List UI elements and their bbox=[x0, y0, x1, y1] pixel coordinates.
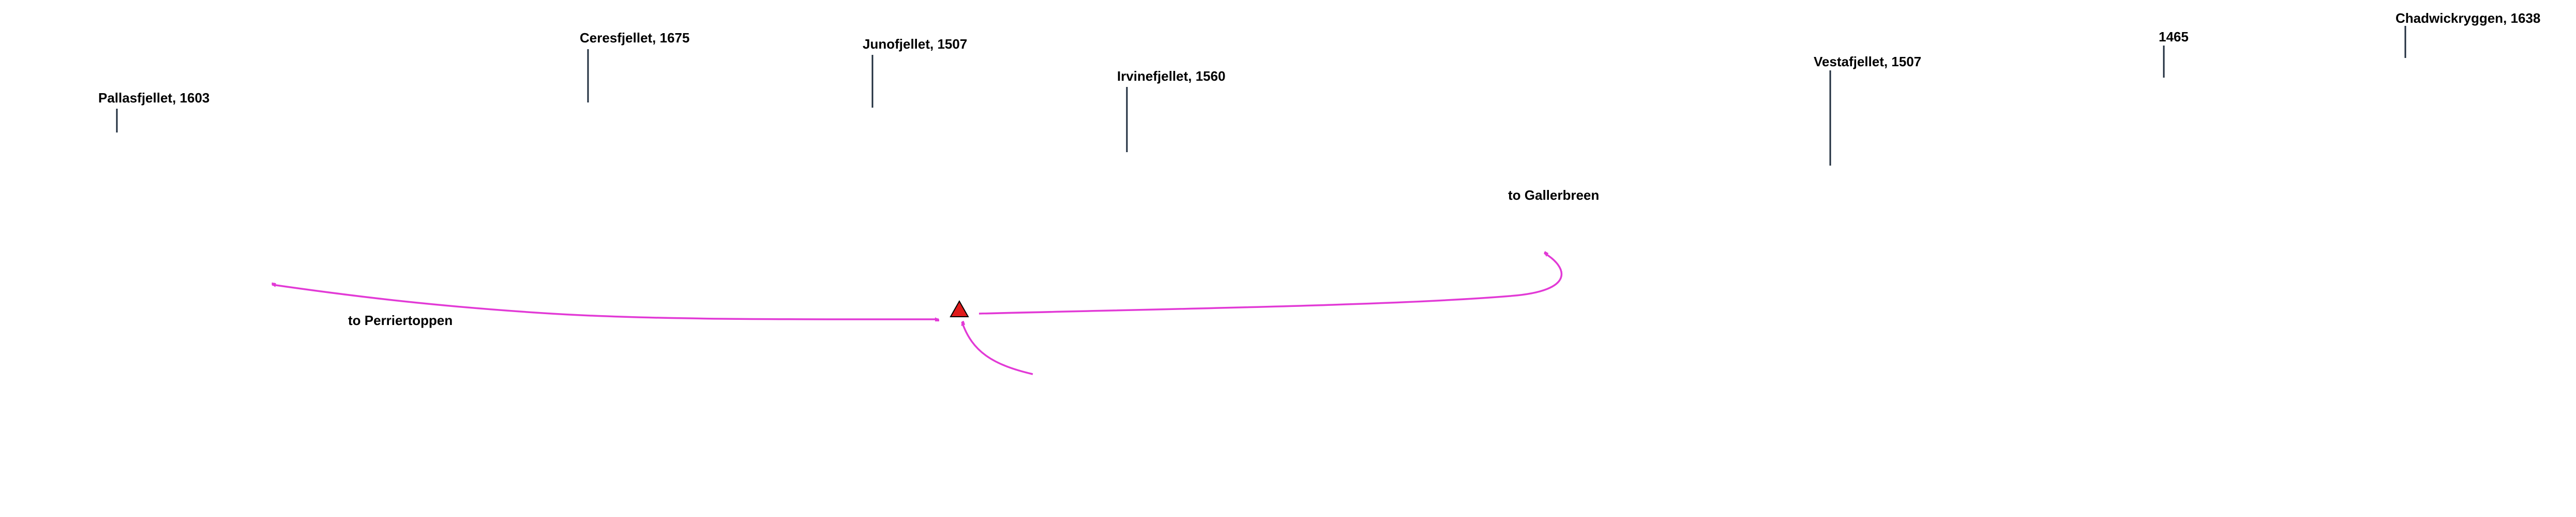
peak-label: 1465 bbox=[2159, 29, 2189, 45]
route-label: to Gallerbreen bbox=[1508, 187, 1599, 203]
peak-label: Chadwickryggen, 1638 bbox=[2396, 10, 2540, 26]
peak-label: Irvinefjellet, 1560 bbox=[1117, 68, 1226, 84]
peak-label: Vestafjellet, 1507 bbox=[1814, 54, 1921, 69]
route-arrow bbox=[272, 285, 939, 319]
route-arrow bbox=[961, 322, 1033, 375]
peak-label: Ceresfjellet, 1675 bbox=[580, 30, 689, 46]
location-marker bbox=[950, 300, 969, 317]
peak-label: Pallasfjellet, 1603 bbox=[98, 90, 209, 106]
route-arrow bbox=[978, 253, 1563, 315]
route-label: to Perriertoppen bbox=[348, 313, 453, 328]
peak-label: Junofjellet, 1507 bbox=[863, 36, 967, 52]
